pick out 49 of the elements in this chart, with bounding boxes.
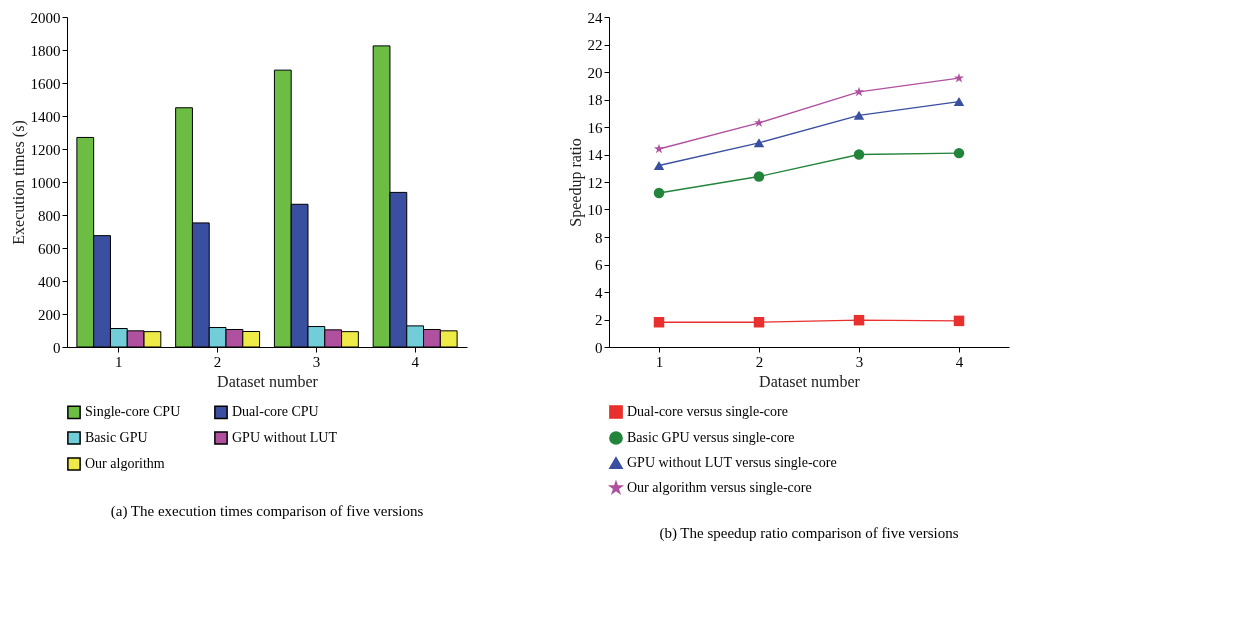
y-axis-title: Speedup ratio <box>566 138 585 227</box>
y-tick-label: 2000 <box>30 9 61 26</box>
y-tick-label: 400 <box>38 273 61 290</box>
x-axis-title: Dataset number <box>759 372 861 390</box>
y-tick-label: 14 <box>587 147 603 163</box>
legend-label: Single-core CPU <box>85 404 181 420</box>
y-tick-label: 24 <box>587 9 603 26</box>
point <box>953 147 965 159</box>
point <box>653 187 665 199</box>
legend-label: Dual-core versus single-core <box>627 404 788 419</box>
x-axis-title: Dataset number <box>217 372 319 390</box>
x-tick-label: 2 <box>213 353 222 370</box>
x-tick-label: 3 <box>312 353 321 370</box>
y-tick-label: 0 <box>595 339 603 356</box>
y-tick-label: 20 <box>587 64 603 81</box>
y-tick-label: 8 <box>595 229 603 246</box>
text: (a) The execution times comparison of five versions <box>110 503 424 520</box>
x-tick-label: 2 <box>755 353 764 370</box>
text: (b) The speedup ratio comparison of five versions <box>659 525 959 542</box>
y-tick-label: 600 <box>38 240 61 257</box>
legend-label: Basic GPU versus single-core <box>627 430 795 445</box>
y-tick-label: 4 <box>595 284 603 301</box>
x-tick-label: 3 <box>855 353 864 370</box>
x-tick-label: 1 <box>115 353 123 370</box>
y-tick-label: 800 <box>38 207 61 224</box>
y-tick-label: 1600 <box>30 75 61 92</box>
y-tick-label: 1200 <box>30 141 61 158</box>
y-tick-label: 200 <box>38 306 61 323</box>
legend-label: Our algorithm versus single-core <box>627 480 812 495</box>
y-tick-label: 10 <box>587 202 603 218</box>
y-tick-label: 18 <box>587 92 603 108</box>
y-tick-label: 1400 <box>30 108 61 125</box>
y-tick-label: 12 <box>587 174 603 191</box>
legend-label: GPU without LUT versus single-core <box>627 455 837 470</box>
y-axis-title: Execution times (s) <box>9 120 28 245</box>
legend-label: Our algorithm <box>85 456 165 471</box>
legend-label: Basic GPU <box>85 430 148 445</box>
x-tick-label: 4 <box>411 353 420 370</box>
y-tick-label: 16 <box>587 119 603 136</box>
legend-label: Dual-core CPU <box>232 404 319 420</box>
x-tick-label: 4 <box>955 353 964 370</box>
legend-label: GPU without LUT <box>232 430 338 445</box>
y-tick-label: 2 <box>595 312 603 328</box>
y-tick-label: 1000 <box>30 174 61 191</box>
y-tick-label: 22 <box>587 37 603 53</box>
x-tick-label: 1 <box>655 353 664 370</box>
y-tick-label: 6 <box>595 257 603 273</box>
y-tick-label: 1800 <box>30 42 61 59</box>
y-tick-label: 0 <box>53 339 61 356</box>
